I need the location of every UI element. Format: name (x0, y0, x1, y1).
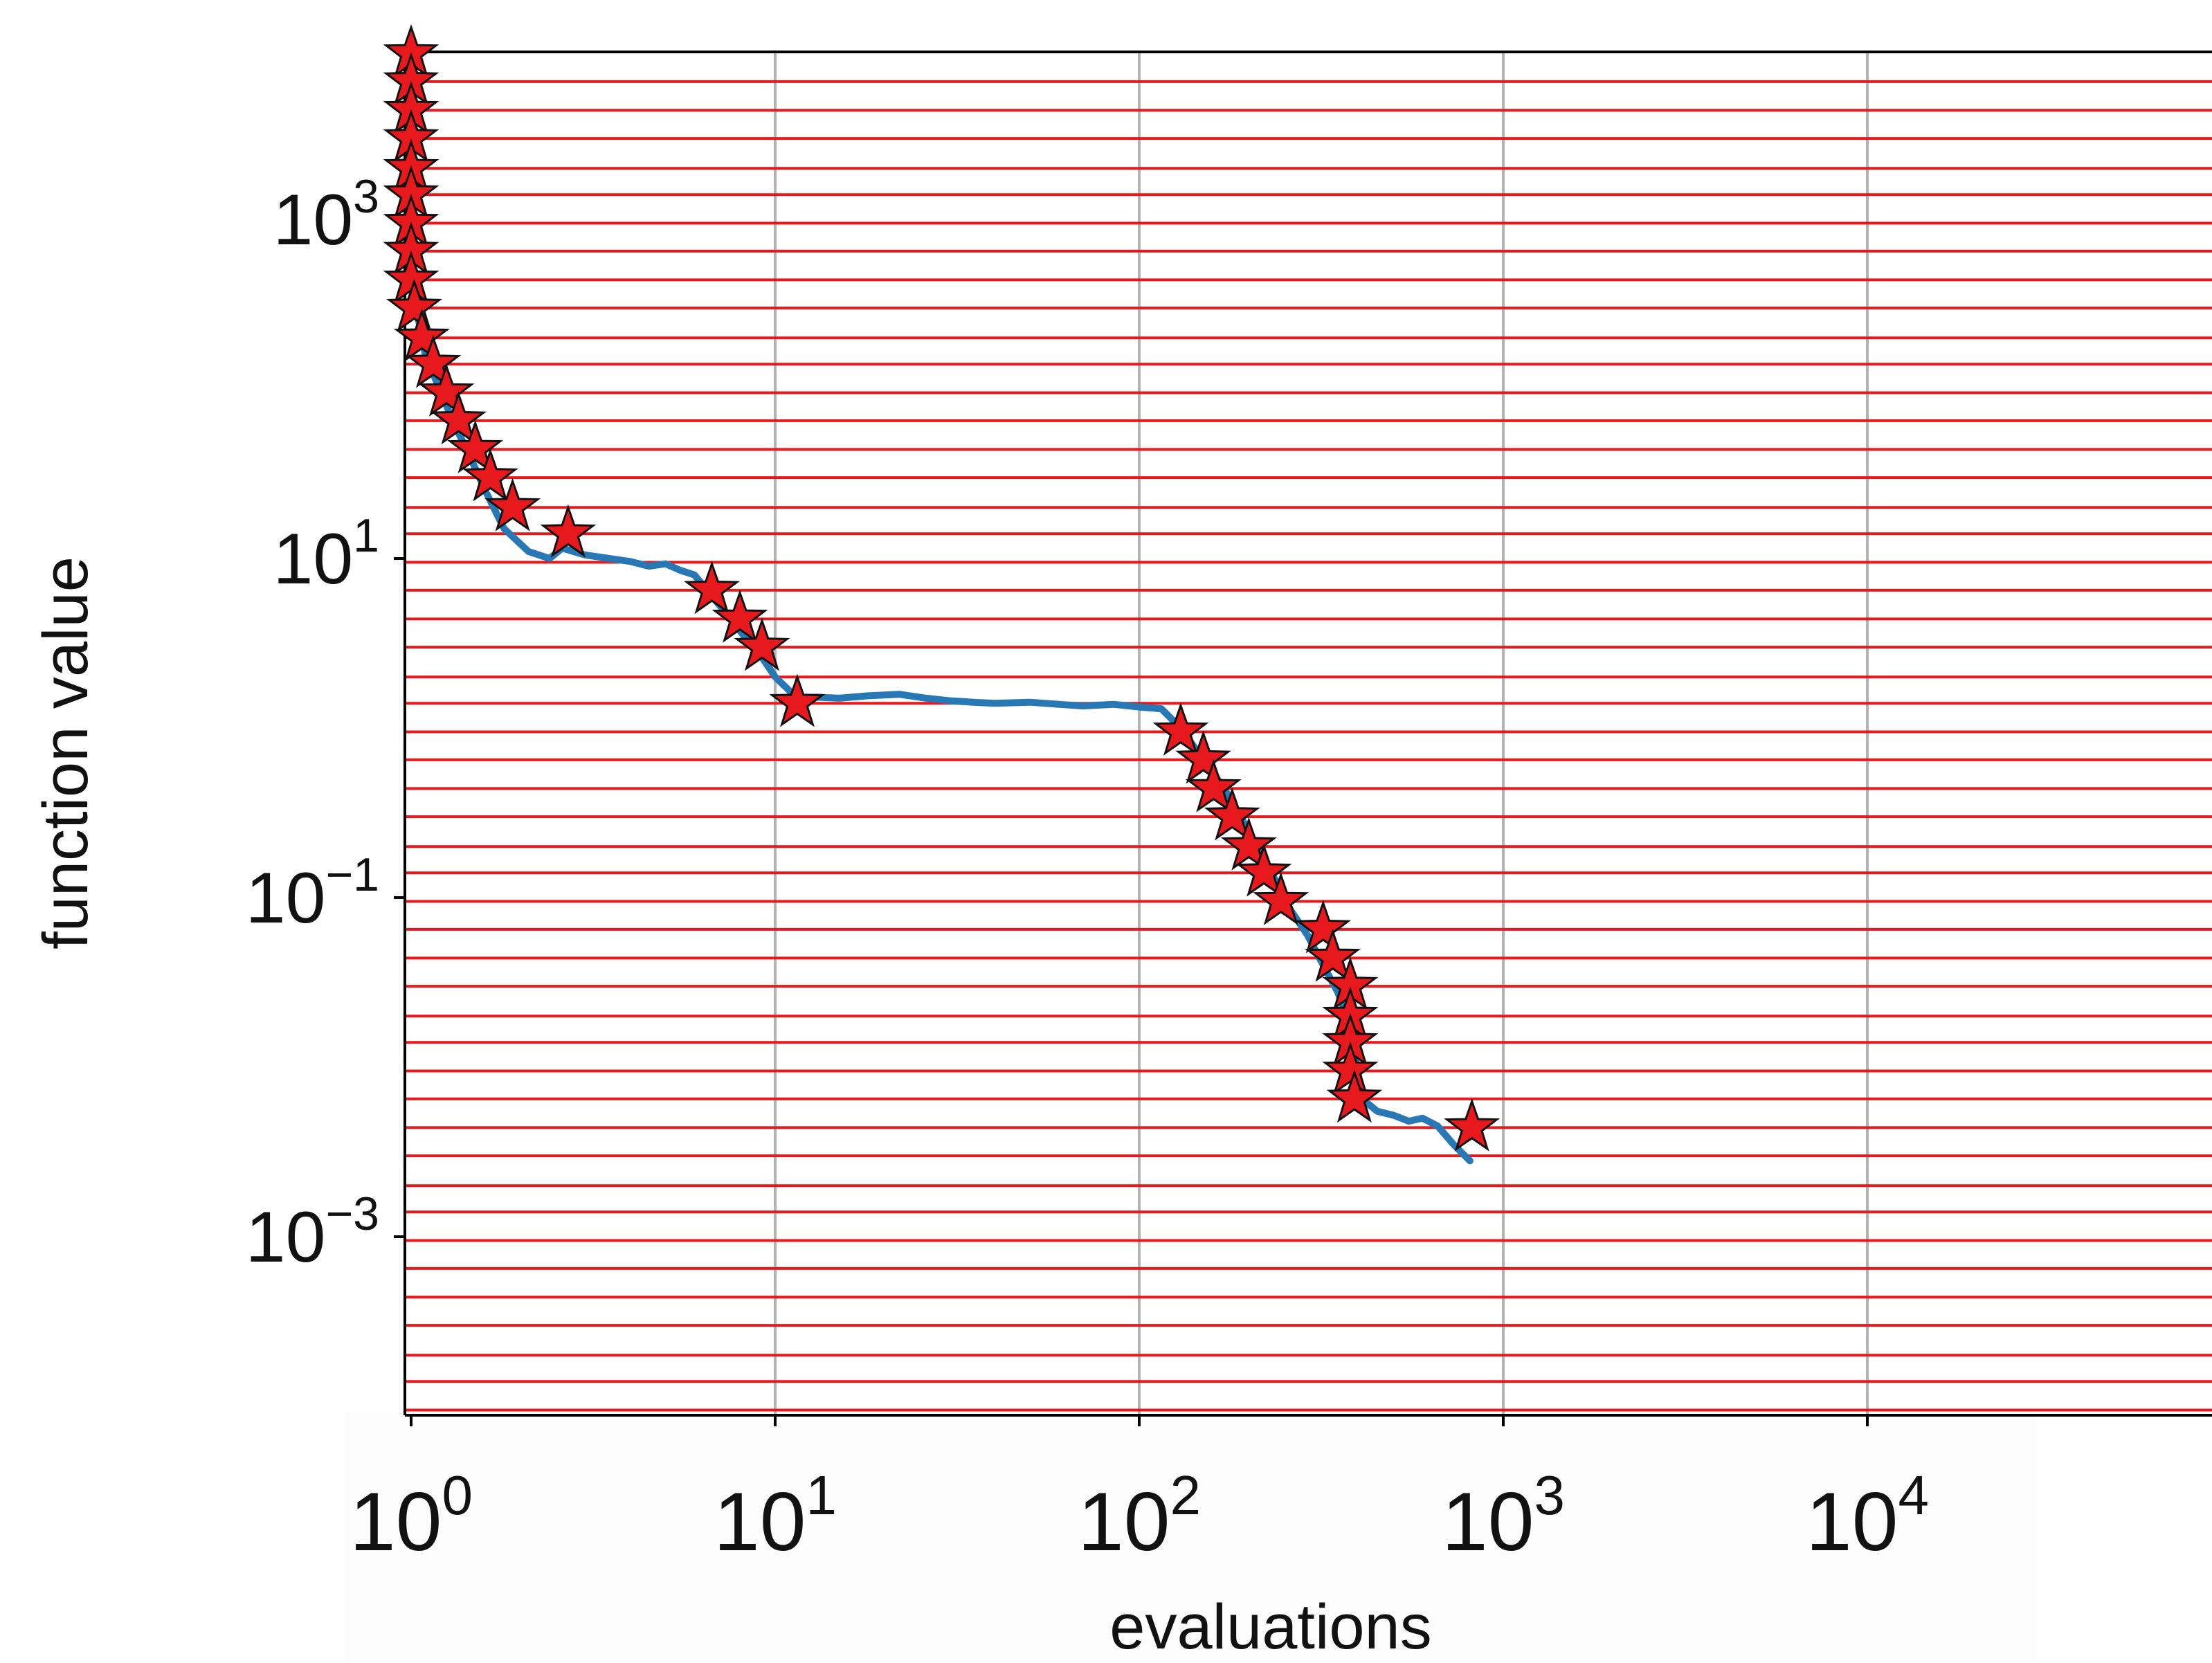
x-tick-label: 103 (1442, 1464, 1565, 1568)
star-marker (1204, 787, 1260, 841)
y-axis-title: function value (30, 556, 101, 949)
star-marker (1295, 900, 1352, 954)
x-axis-title: evaluations (1109, 1592, 1431, 1662)
star-marker (430, 391, 487, 445)
y-tick-label-exponent: −3 (325, 1188, 379, 1240)
marker-layer (383, 24, 1501, 1152)
y-tick-label: 101 (273, 509, 379, 599)
x-tick-label: 104 (1806, 1464, 1929, 1568)
star-marker (1326, 1069, 1383, 1123)
star-marker (462, 448, 518, 502)
x-tick-label-exponent: 3 (1534, 1464, 1565, 1526)
y-tick-label: 10−1 (246, 848, 379, 938)
x-tick-label-exponent: 2 (1170, 1464, 1201, 1526)
star-marker (393, 308, 450, 362)
star-marker (1235, 843, 1292, 897)
x-tick-label-base: 10 (350, 1475, 442, 1568)
y-tick-label: 103 (273, 170, 379, 260)
y-tick-label-exponent: 1 (353, 509, 379, 562)
star-marker (1185, 758, 1242, 812)
star-marker (769, 673, 826, 727)
x-tick-label-base: 10 (714, 1475, 806, 1568)
x-tick-label-base: 10 (1442, 1475, 1534, 1568)
reference-lines (405, 80, 2212, 1412)
star-marker (1253, 871, 1309, 925)
y-tick-label-base: 10 (246, 858, 326, 938)
star-marker (1175, 730, 1232, 784)
y-tick-label-base: 10 (246, 1197, 326, 1278)
star-marker (711, 589, 768, 643)
y-tick-label-base: 10 (273, 180, 353, 260)
star-marker (1305, 928, 1361, 982)
star-marker (447, 419, 504, 473)
x-tick-labels: 100 101 102 103 104 (350, 1464, 1929, 1568)
star-marker (1444, 1098, 1501, 1152)
star-marker (684, 561, 741, 615)
y-tick-label-exponent: −1 (325, 848, 379, 901)
x-tick-label-exponent: 0 (442, 1464, 473, 1526)
x-tick-label-exponent: 4 (1898, 1464, 1929, 1526)
x-tick-label-exponent: 1 (806, 1464, 837, 1526)
star-marker (540, 504, 597, 558)
y-tick-label-base: 10 (273, 519, 353, 599)
x-tick-label-base: 10 (1806, 1475, 1898, 1568)
star-marker (484, 478, 541, 531)
star-marker (1152, 702, 1209, 756)
x-axis-label-backdrop (346, 1412, 2035, 1661)
x-tick-label: 100 (350, 1464, 473, 1568)
star-marker (1220, 817, 1277, 871)
x-tick-label: 101 (714, 1464, 837, 1568)
star-marker (418, 363, 475, 417)
x-tick-label: 102 (1078, 1464, 1201, 1568)
x-tick-label-base: 10 (1078, 1475, 1170, 1568)
star-marker (386, 278, 443, 332)
star-marker (405, 334, 462, 388)
y-tick-label-exponent: 3 (353, 170, 379, 223)
y-tick-label: 10−3 (246, 1188, 379, 1278)
star-marker (734, 617, 790, 671)
